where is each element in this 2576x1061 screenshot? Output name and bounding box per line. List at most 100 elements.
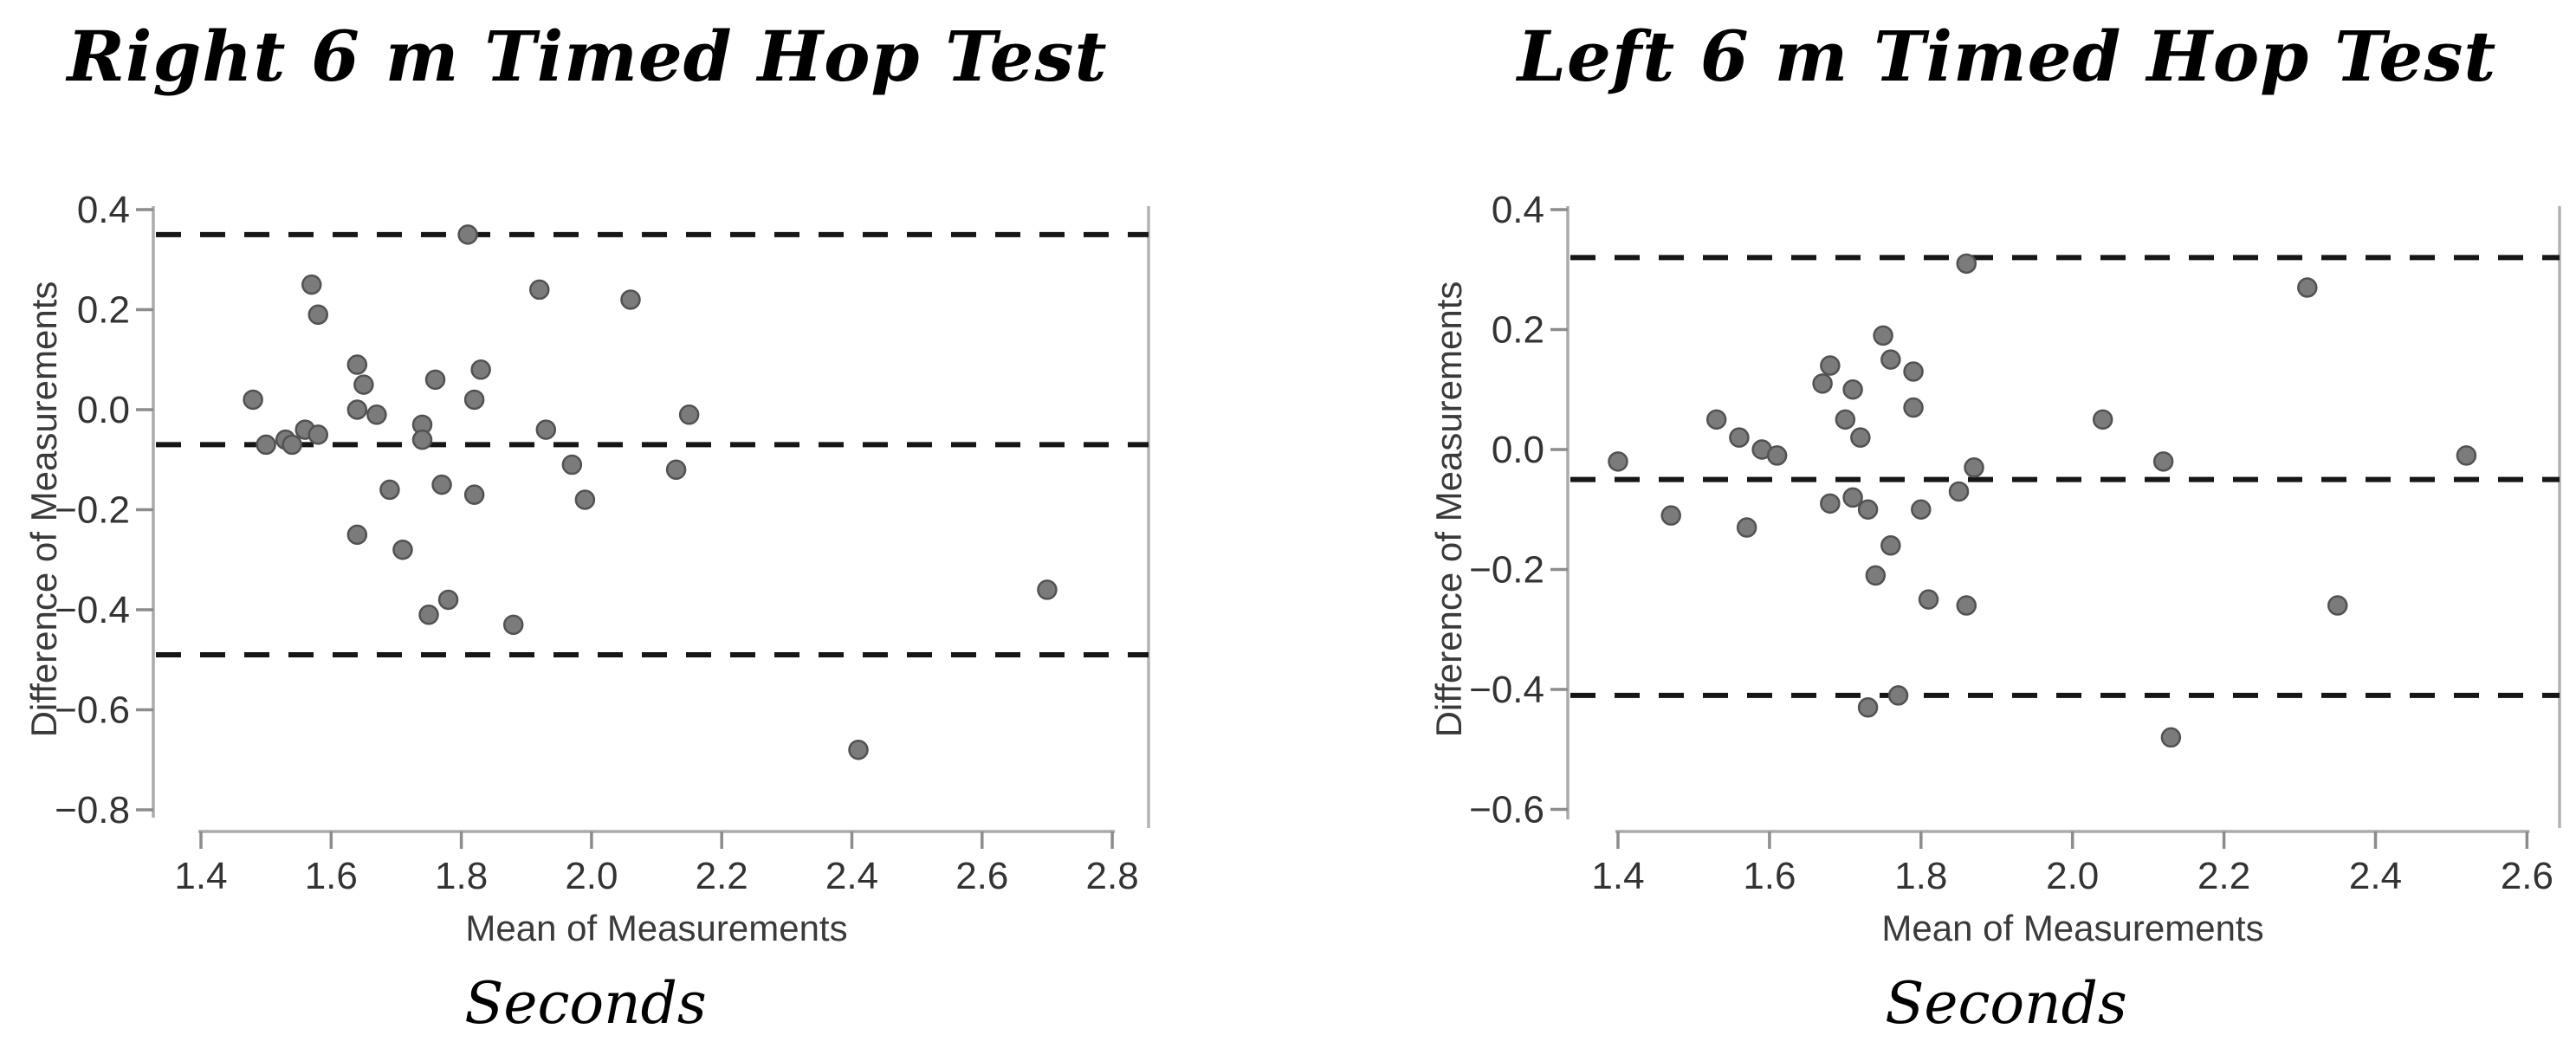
data-point [346,399,368,420]
unit-label: Seconds [1885,970,2127,1037]
left-hop-test-plot: 0.4 0.2 0.0 −0.2 −0.4 −0.6 1.4 1.6 1.8 2.0 2.2 2.4 2… [1469,189,2561,897]
data-point [1948,481,1970,502]
x-tick-label: 2.6 [2501,855,2553,897]
data-point [307,304,329,326]
x-tick-label: 1.8 [1894,855,1947,897]
data-point [307,424,329,445]
y-tick-label: 0.2 [1492,309,1544,352]
y-tick-label: 0.4 [77,189,130,231]
data-point [1865,565,1887,586]
data-point [620,289,641,310]
data-point [1820,355,1841,376]
data-point [2092,409,2113,430]
data-point [1903,397,1924,418]
data-point [470,359,491,380]
x-axis-label: Mean of Measurements [465,908,848,948]
x-tick-label: 2.2 [696,855,748,897]
data-point [1857,697,1879,718]
data-point [1705,409,1727,430]
right-hop-test-plot: 0.4 0.2 0.0 −0.2 −0.4 −0.6 −0.8 1.4 1.6 1.8 2.0 2.2… [55,189,1150,897]
data-point [1918,589,1939,610]
y-tick-label: −0.6 [55,689,130,732]
data-point [2327,595,2348,616]
y-tick-label: 0.2 [77,289,130,332]
data-point [1911,499,1932,520]
data-point [392,539,413,560]
x-tick-label: 2.2 [2197,855,2250,897]
data-point [665,459,687,481]
y-tick-label: −0.2 [55,489,130,532]
data-point [678,404,700,425]
data-point [574,489,596,510]
data-point [1873,325,1893,346]
page-title: Right 6 m Timed Hop Test [67,16,1108,97]
data-point [1956,595,1977,616]
x-tick-label: 2.4 [825,855,878,897]
y-tick-label: −0.2 [1469,549,1544,592]
data-point [1887,685,1909,706]
data-point [2456,445,2477,466]
y-tick-label: 0.4 [1492,189,1544,231]
data-point [301,274,322,295]
data-point [2160,727,2182,748]
data-point [535,419,557,440]
data-point [256,434,276,456]
x-axis-label: Mean of Measurements [1881,908,2264,948]
data-point [1880,535,1901,556]
page-title: Left 6 m Timed Hop Test [1517,16,2497,97]
data-point [463,484,485,505]
data-point [346,524,368,546]
data-point [1736,517,1757,538]
data-point [1037,579,1058,600]
data-point [1842,487,1863,508]
x-tick-label: 1.6 [305,855,358,897]
data-point [282,434,302,456]
data-point [561,454,583,476]
x-tick-label: 2.6 [955,855,1008,897]
data-point [1608,451,1628,472]
data-point [1812,373,1833,394]
data-point [529,279,550,301]
y-axis-label: Difference of Measurements [23,281,64,738]
data-point [346,354,368,375]
data-point [1766,445,1788,466]
data-point [431,474,452,495]
y-tick-label: 0.0 [1492,429,1544,471]
data-point [353,374,374,395]
y-tick-label: −0.6 [1469,789,1544,831]
data-point [1880,349,1901,370]
data-point [418,605,439,625]
data-point [1964,457,1984,478]
x-tick-label: 1.8 [435,855,488,897]
data-point [1850,427,1871,448]
data-point [1835,409,1856,430]
x-tick-label: 2.0 [2046,855,2099,897]
data-point [366,404,387,425]
x-tick-label: 2.4 [2349,855,2402,897]
data-point [463,389,485,411]
y-tick-label: −0.4 [1469,669,1544,711]
x-tick-label: 1.4 [1591,855,1644,897]
data-point [2152,451,2174,472]
x-tick-label: 1.6 [1743,855,1796,897]
x-tick-label: 2.0 [565,855,618,897]
data-point [379,479,400,501]
x-tick-label: 2.8 [1086,855,1139,897]
data-point [1903,361,1924,382]
data-point [424,369,446,391]
data-point [1857,499,1879,520]
data-point [1956,253,1977,275]
data-point [1820,493,1841,514]
data-point [1660,505,1681,526]
data-point [437,589,459,611]
x-tick-label: 1.4 [174,855,227,897]
data-point [1842,379,1863,400]
data-point [1729,427,1750,448]
y-tick-label: −0.4 [55,589,130,631]
data-point [457,224,478,245]
y-axis-label: Difference of Measurements [1428,281,1469,738]
y-tick-label: 0.0 [77,389,130,431]
data-point [411,429,433,450]
data-point [2297,277,2318,298]
